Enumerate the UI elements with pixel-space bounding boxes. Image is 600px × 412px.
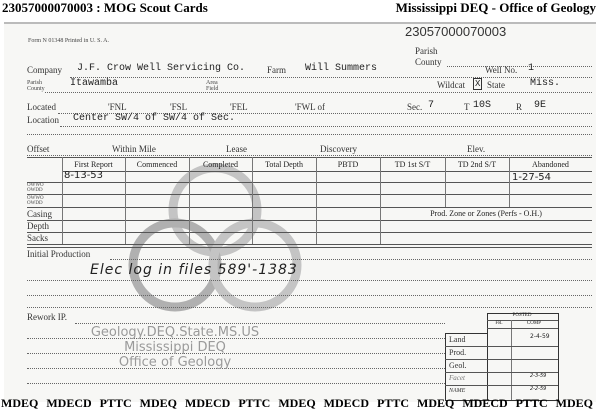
handwritten-note: Elec log in files 589'-1383 bbox=[90, 262, 298, 278]
posted-labels bbox=[445, 333, 488, 401]
parish-label: Parish bbox=[415, 46, 438, 56]
county-label: County bbox=[415, 57, 442, 67]
posted-col-comp: COMP bbox=[526, 321, 542, 326]
county-value: Itawamba bbox=[70, 78, 119, 89]
column-header: TD 1st S/T bbox=[394, 160, 431, 169]
state-value: Miss. bbox=[530, 78, 561, 89]
footer-banner: MDEQ MDECD PTTC MDEQ MDECD PTTC MDEQ MDE… bbox=[1, 396, 593, 410]
lease-label: Lease bbox=[226, 144, 247, 154]
located-label: Located bbox=[27, 102, 56, 112]
location-value: Center SW/4 of SW/4 of Sec. bbox=[73, 113, 236, 124]
posted-box bbox=[487, 313, 559, 401]
initial-production-label: Initial Production bbox=[27, 249, 91, 259]
sec-label: Sec. bbox=[407, 102, 423, 112]
fel-label: 'FEL bbox=[230, 102, 248, 112]
posted-comp-value: 2-3-59 bbox=[530, 373, 547, 379]
well-no-value: 1 bbox=[528, 63, 535, 74]
column-header: Abandoned bbox=[532, 160, 569, 169]
posted-row-label: NAME bbox=[449, 388, 466, 394]
company-label: Company bbox=[27, 65, 62, 75]
sacks-label: Sacks bbox=[27, 233, 48, 243]
prod-zone-label: Prod. Zone or Zones (Perfs - O.H.) bbox=[430, 209, 542, 218]
column-header: Commenced bbox=[136, 160, 178, 169]
elev-label: Elev. bbox=[467, 144, 486, 154]
company-value: J.F. Crow Well Servicing Co. bbox=[77, 63, 246, 74]
posted-comp-value: 2-2-59 bbox=[530, 386, 547, 392]
casing-label: Casing bbox=[27, 209, 53, 219]
card-number: 23057000070003 bbox=[405, 24, 507, 39]
posted-row-label: Prod. bbox=[449, 348, 467, 357]
fsl-label: 'FSL bbox=[170, 102, 188, 112]
column-header: Completed bbox=[202, 160, 239, 169]
abandoned-value: 1-27-54 bbox=[512, 172, 552, 183]
ow-label: OWWO OWDD bbox=[27, 196, 44, 206]
state-label: State bbox=[487, 80, 505, 90]
posted-col-fr: FR. bbox=[495, 321, 503, 326]
township-value: 10S bbox=[473, 100, 492, 111]
watermark-text: Office of Geology bbox=[118, 355, 232, 370]
wildcat-checkbox: X bbox=[473, 78, 483, 90]
discovery-label: Discovery bbox=[320, 144, 357, 154]
range-label: R bbox=[516, 102, 523, 112]
watermark-logo-icon bbox=[128, 163, 302, 312]
first-report-value: 8-13-53 bbox=[64, 170, 104, 181]
document-title: 23057000070003 : MOG Scout Cards bbox=[2, 0, 208, 15]
ow-label: OWWO OWDD bbox=[27, 183, 44, 193]
form-line: Form N 01348 Printed in U. S. A. bbox=[28, 38, 110, 44]
posted-row-label: Geol. bbox=[449, 361, 467, 370]
parish-county-label: Parish County bbox=[27, 80, 45, 92]
posted-title: POSTED bbox=[512, 313, 532, 318]
watermark-text: Geology.DEQ.State.MS.US bbox=[90, 325, 260, 340]
depth-label: Depth bbox=[27, 221, 49, 231]
agency-title: Mississippi DEQ - Office of Geology bbox=[395, 0, 596, 15]
township-label: T bbox=[464, 102, 470, 112]
posted-comp-value: 2-4-59 bbox=[530, 333, 550, 340]
posted-row-label: Land bbox=[449, 335, 466, 344]
wildcat-label: Wildcat bbox=[437, 80, 466, 90]
column-header: PBTD bbox=[337, 160, 359, 169]
farm-label: Farm bbox=[267, 65, 286, 75]
offset-label: Offset bbox=[27, 144, 50, 154]
posted-row-label: Facet bbox=[449, 374, 465, 382]
fwl-label: 'FWL of bbox=[295, 102, 326, 112]
well-no-label: Well No. bbox=[485, 65, 518, 75]
fnl-label: 'FNL bbox=[108, 102, 127, 112]
column-header: First Report bbox=[74, 160, 113, 169]
range-value: 9E bbox=[534, 100, 547, 111]
column-header: TD 2nd S/T bbox=[457, 160, 497, 169]
sec-value: 7 bbox=[428, 100, 435, 111]
rework-ip-label: Rework IP. bbox=[27, 312, 67, 322]
farm-value: Will Summers bbox=[305, 63, 378, 74]
location-label: Location bbox=[27, 115, 59, 125]
column-header: Total Depth bbox=[265, 160, 303, 169]
watermark-text: Mississippi DEQ bbox=[124, 340, 226, 355]
area-field-label: Area Field bbox=[206, 80, 219, 92]
within-mile-label: Within Mile bbox=[112, 144, 156, 154]
